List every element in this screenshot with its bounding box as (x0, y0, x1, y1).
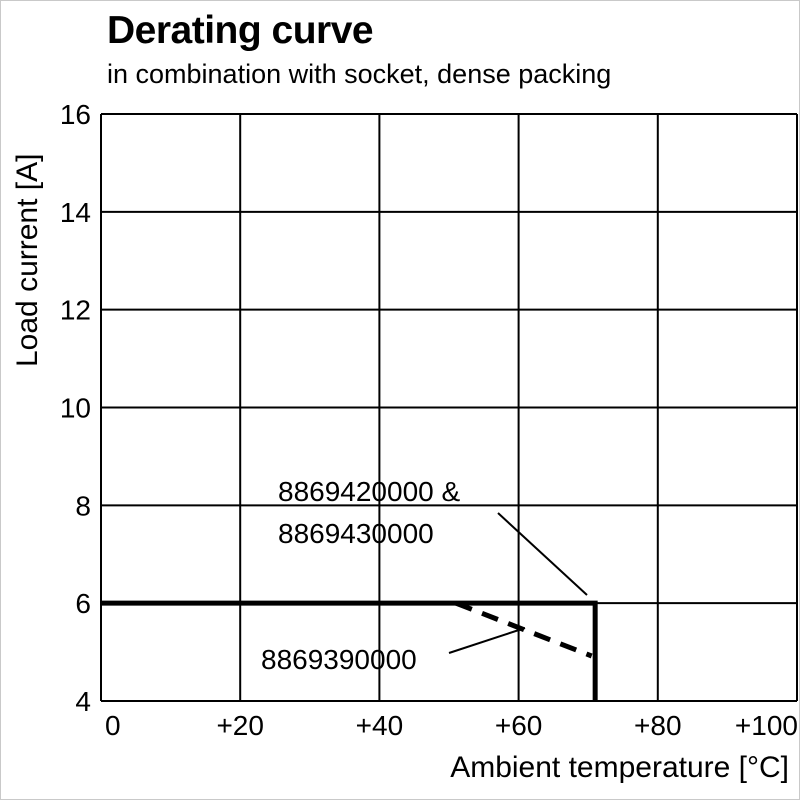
series-line-dashed (455, 600, 593, 659)
x-tick-label: +80 (634, 710, 682, 741)
x-tick-label: +20 (216, 710, 264, 741)
y-tick-label: 10 (60, 393, 91, 424)
x-tick-label: +60 (495, 710, 543, 741)
chart-subtitle: in combination with socket, dense packin… (107, 59, 612, 89)
x-tick-label: 0 (105, 710, 121, 741)
chart-title: Derating curve (107, 9, 374, 52)
series-line-solid (101, 600, 598, 701)
x-tick-label: +40 (356, 710, 404, 741)
annotation-text-line: 8869420000 & (278, 476, 461, 507)
x-tick-label: +100 (735, 710, 798, 741)
y-tick-label: 8 (75, 490, 91, 521)
annotation-leader-line (448, 627, 526, 654)
y-tick-label: 12 (60, 295, 91, 326)
series-label-solid-relays: 8869420000 & 8869430000 (278, 471, 460, 555)
y-tick-label: 6 (75, 588, 91, 619)
y-tick-label: 16 (60, 99, 91, 130)
y-tick-label: 4 (75, 686, 91, 717)
annotation-text-line: 8869390000 (261, 644, 417, 675)
annotation-leader-line (497, 512, 588, 596)
series-label-dashed-relay: 8869390000 (261, 639, 417, 681)
y-tick-label: 14 (60, 197, 91, 228)
x-axis-label: Ambient temperature [°C] (450, 751, 789, 784)
annotation-text-line: 8869430000 (278, 518, 434, 549)
